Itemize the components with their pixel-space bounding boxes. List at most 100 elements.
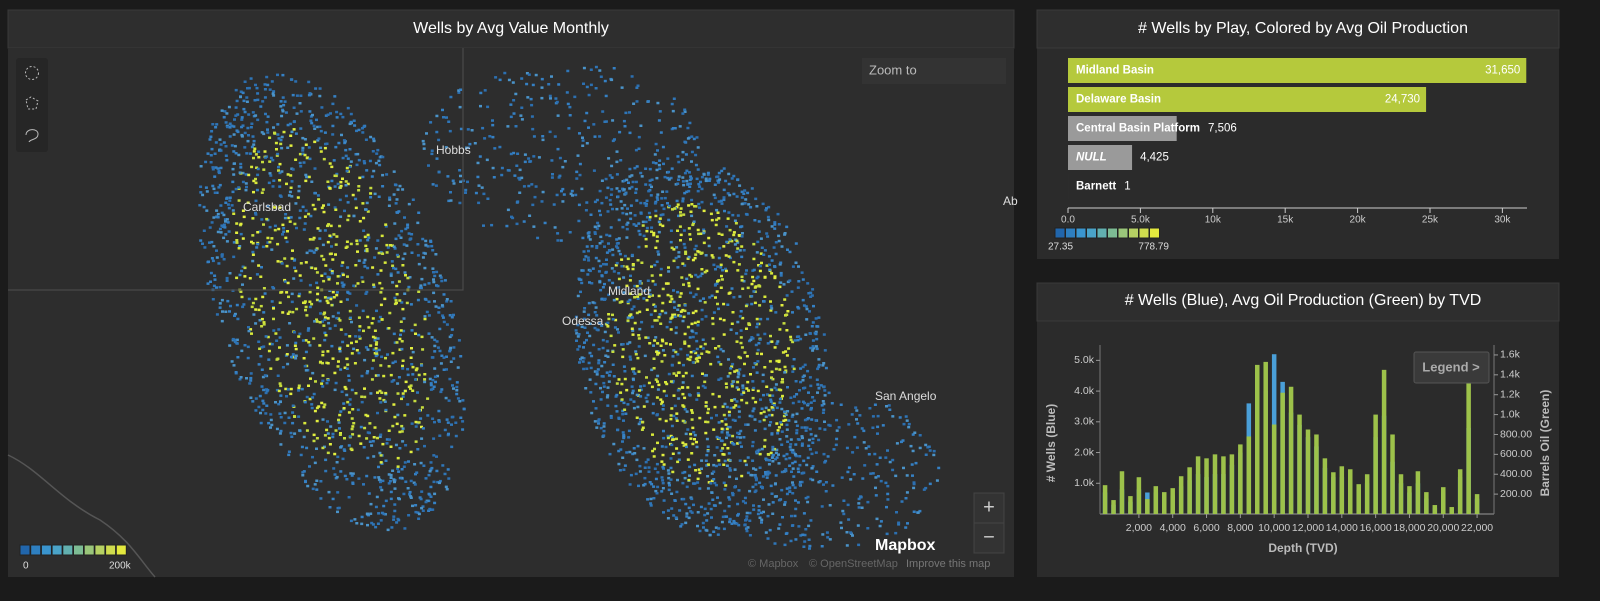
map-dot [309, 119, 313, 122]
map-dot [674, 331, 678, 335]
map-dot [417, 373, 421, 377]
bar[interactable] [1288, 386, 1294, 514]
bar[interactable] [1195, 456, 1201, 514]
legend-button[interactable] [1413, 351, 1490, 384]
bar[interactable] [1331, 472, 1336, 514]
bar[interactable] [1322, 458, 1328, 514]
bar[interactable] [1280, 392, 1285, 514]
map-dot [396, 392, 400, 395]
bar[interactable] [1068, 145, 1133, 170]
polygon-tool[interactable] [25, 96, 39, 110]
map-dot [811, 437, 815, 441]
map-dot [465, 146, 468, 149]
bar[interactable] [1068, 58, 1527, 83]
map-dot [215, 256, 219, 259]
map-dot [317, 405, 321, 408]
bar[interactable] [1457, 469, 1463, 514]
map-dot [227, 105, 231, 109]
bar[interactable] [1314, 434, 1319, 514]
bar[interactable] [1364, 474, 1370, 514]
map-dot [728, 467, 732, 470]
bar[interactable] [1153, 486, 1159, 514]
map-dot [433, 367, 437, 370]
map-dot [419, 284, 423, 287]
map-dot [310, 121, 314, 125]
map-dot [739, 225, 742, 229]
bar[interactable] [1356, 484, 1361, 514]
bar[interactable] [1187, 467, 1192, 514]
map-dot [794, 420, 798, 423]
map-dot [399, 333, 402, 337]
bar[interactable] [1390, 434, 1395, 514]
bar[interactable] [1238, 444, 1243, 514]
bar[interactable] [1415, 471, 1421, 514]
bar[interactable] [1449, 507, 1454, 514]
bar[interactable] [1128, 496, 1133, 514]
map-dot [676, 389, 680, 392]
map-dot [768, 471, 772, 475]
bar[interactable] [1068, 87, 1427, 112]
bar[interactable] [1474, 494, 1480, 514]
attribution[interactable]: © OpenStreetMap [809, 558, 898, 570]
zoom-to-input[interactable] [862, 58, 1006, 84]
bar[interactable] [1381, 369, 1387, 514]
bar[interactable] [1221, 456, 1226, 514]
bar[interactable] [1466, 379, 1471, 514]
bar[interactable] [1407, 486, 1412, 514]
circle-tool[interactable] [25, 66, 39, 80]
map-dot [867, 445, 871, 448]
map-dot [225, 276, 229, 280]
bar[interactable] [1246, 436, 1252, 514]
map-dot [532, 155, 536, 158]
map-dot [378, 479, 382, 482]
bar[interactable] [1111, 500, 1116, 514]
map-area[interactable] [8, 48, 1014, 577]
bar[interactable] [1263, 361, 1268, 514]
bar[interactable] [1297, 414, 1302, 514]
map-dot [770, 225, 774, 228]
map-dot [768, 528, 772, 532]
bar[interactable] [1162, 492, 1167, 514]
map-dot [717, 256, 721, 260]
bar[interactable] [1348, 469, 1353, 514]
map-dot [537, 156, 541, 159]
zoom-in[interactable] [973, 492, 1005, 524]
map-dot [675, 246, 679, 249]
bar[interactable] [1398, 474, 1404, 514]
map-dot [403, 271, 407, 274]
bar[interactable] [1271, 424, 1277, 514]
bar[interactable] [1424, 492, 1429, 514]
bar[interactable] [1441, 487, 1446, 514]
map-dot [766, 317, 770, 321]
map-dot [270, 237, 274, 240]
bar[interactable] [1204, 458, 1209, 514]
attribution[interactable]: Improve this map [906, 558, 990, 570]
bar[interactable] [1170, 488, 1175, 514]
map-dot [768, 424, 772, 427]
lasso-tool[interactable] [25, 129, 39, 143]
bar[interactable] [1255, 364, 1260, 514]
bar[interactable] [1136, 477, 1142, 514]
bar[interactable] [1068, 116, 1177, 141]
map-dot [805, 463, 809, 467]
bar[interactable] [1432, 505, 1438, 514]
bar[interactable] [1145, 499, 1150, 514]
bar[interactable] [1305, 429, 1311, 515]
bar[interactable] [1373, 414, 1378, 514]
map-dot [357, 128, 361, 132]
attribution[interactable]: © Mapbox [748, 558, 799, 570]
bar[interactable] [1119, 471, 1125, 514]
map-dot [234, 88, 238, 92]
bar[interactable] [1178, 476, 1184, 514]
zoom-out[interactable] [973, 522, 1005, 554]
bar[interactable] [1212, 454, 1218, 514]
map-dot [430, 149, 434, 152]
map-dot [643, 466, 647, 469]
map-dot [369, 196, 373, 199]
bar[interactable] [1102, 485, 1108, 514]
map-dot [817, 358, 821, 361]
map-dot [294, 347, 298, 351]
bar[interactable] [1229, 454, 1235, 514]
bar[interactable] [1339, 466, 1345, 514]
map-dot [690, 497, 694, 501]
